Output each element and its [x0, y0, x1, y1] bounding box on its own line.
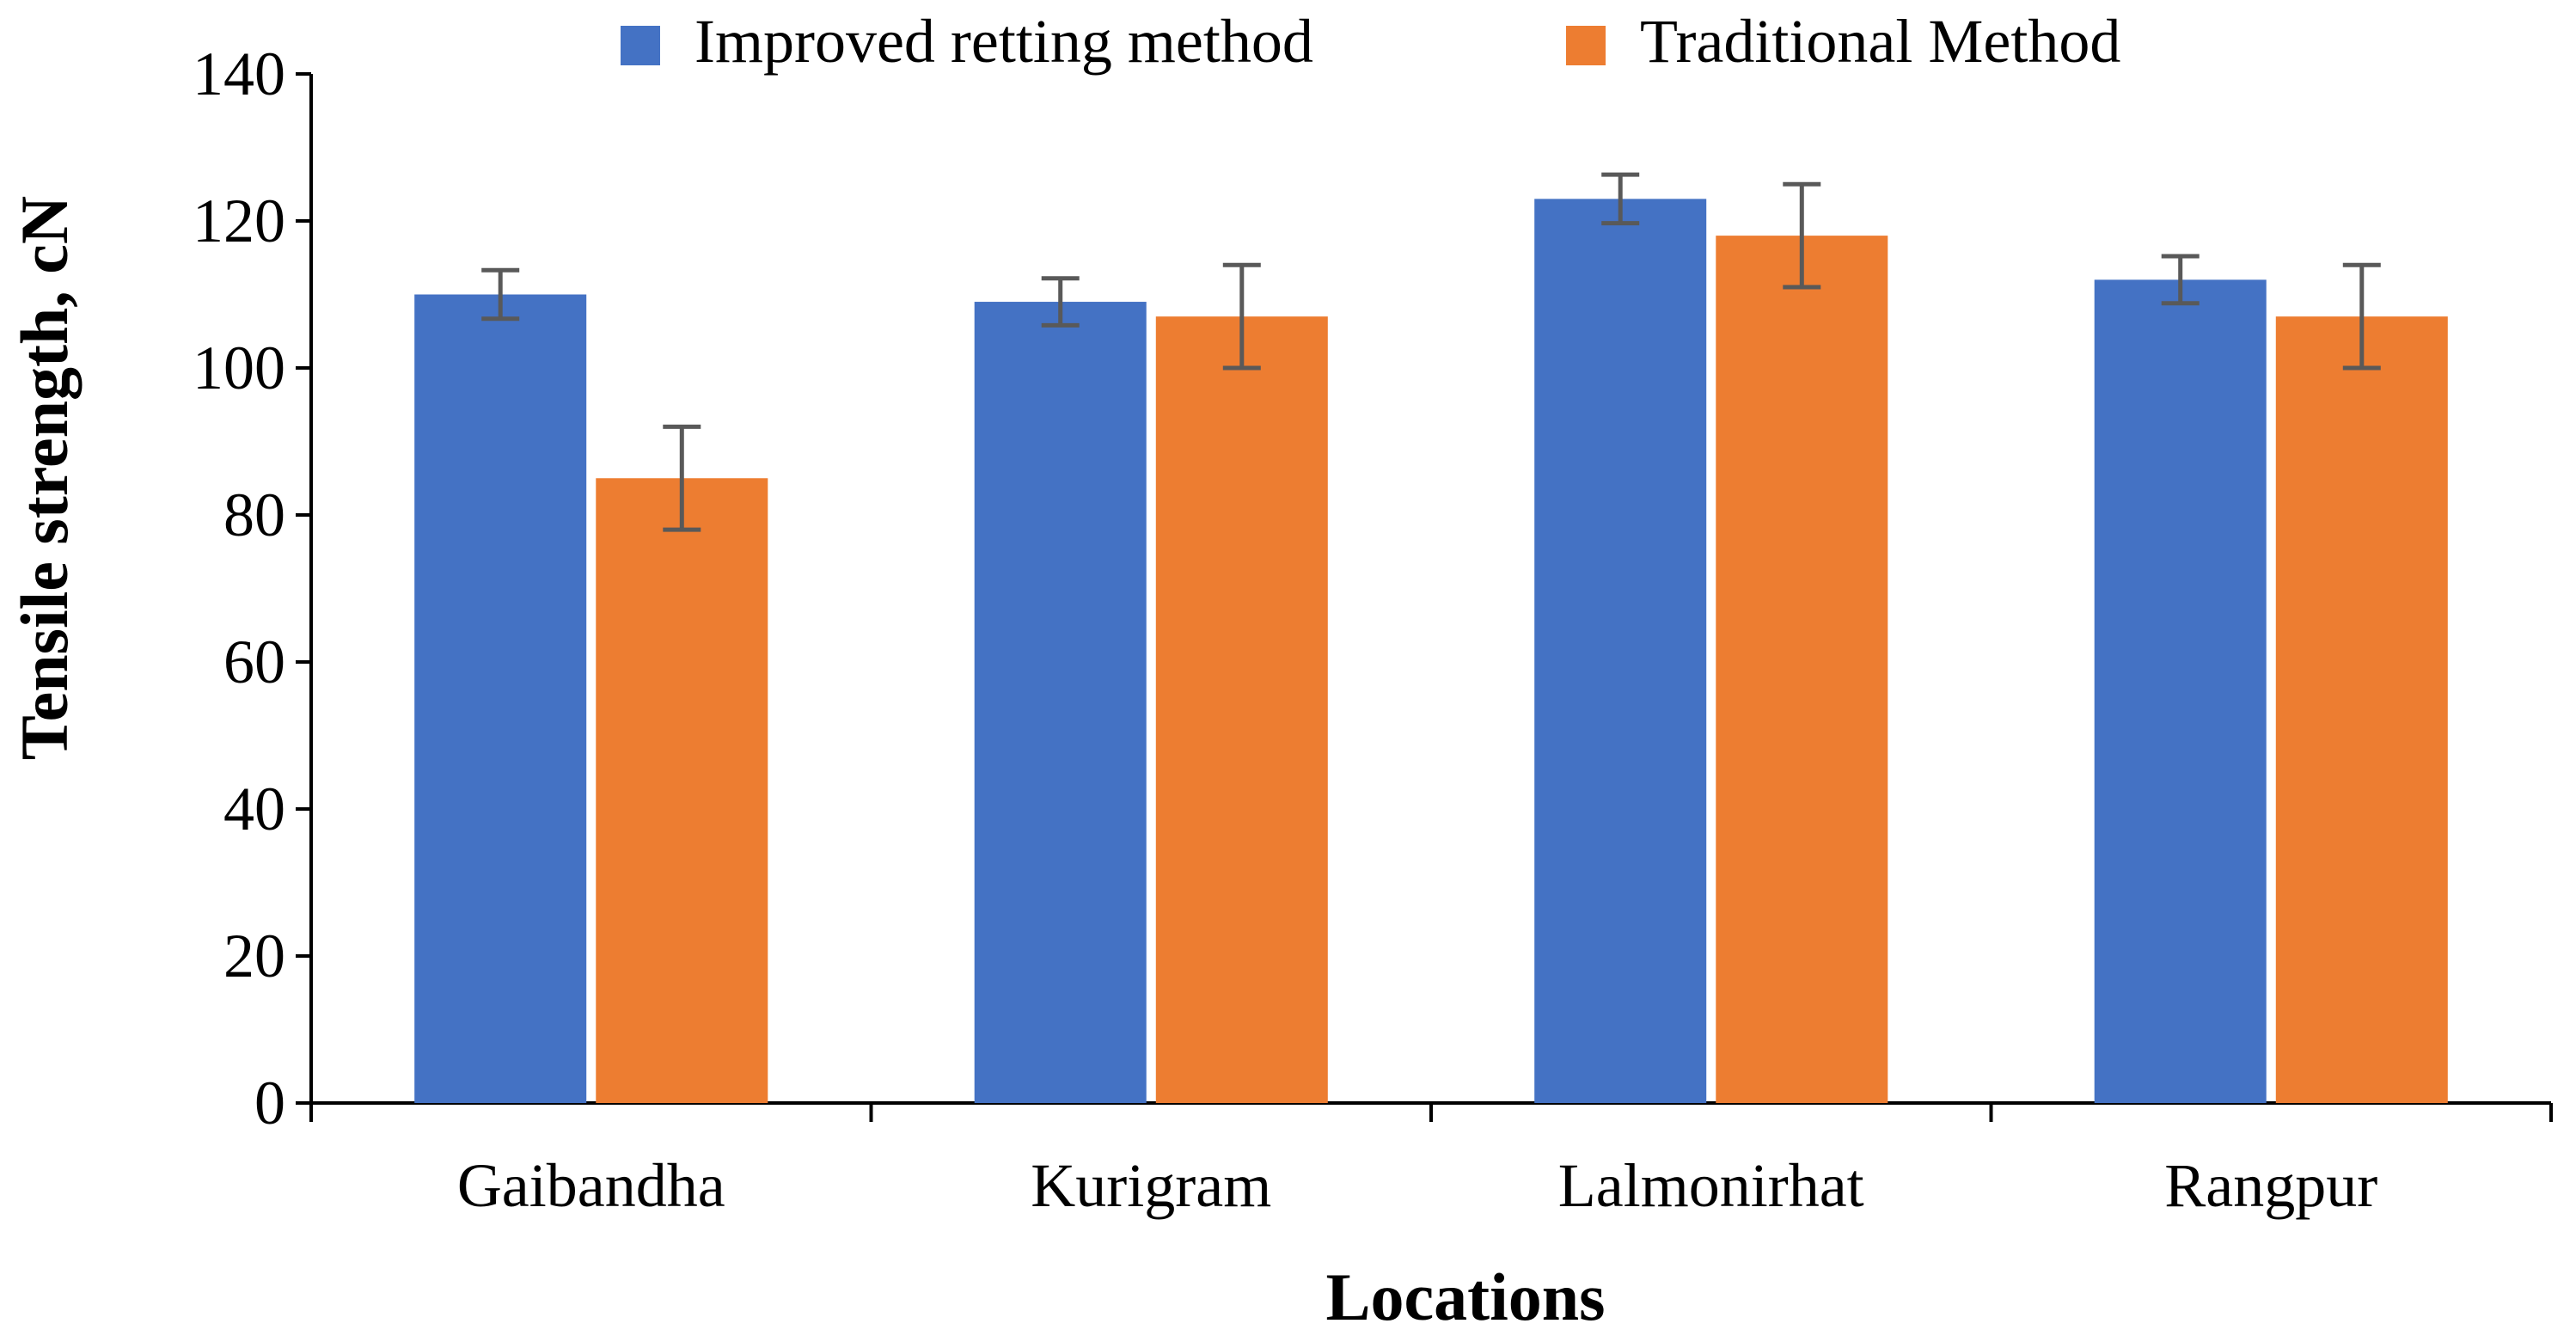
x-tick-label: Kurigram [1031, 1151, 1271, 1220]
y-tick-label: 40 [223, 775, 285, 843]
y-tick-label: 0 [254, 1069, 285, 1137]
bar-improved-gaibandha [414, 294, 587, 1103]
x-tick-label: Lalmonirhat [1558, 1151, 1864, 1220]
y-tick-label: 80 [223, 481, 285, 549]
x-axis-title: Locations [1325, 1259, 1605, 1334]
y-axis-title: Tensile strength, cN [7, 196, 82, 761]
bar-traditional-kurigram [1155, 316, 1328, 1103]
bar-traditional-rangpur [2275, 316, 2448, 1103]
y-axis: 0 20 40 60 80 100 120 140 [193, 40, 313, 1137]
y-tick-label: 100 [193, 334, 285, 402]
x-axis: Gaibandha Kurigram Lalmonirhat Rangpur [309, 1101, 2553, 1220]
error-bars-group [481, 172, 2381, 532]
y-tick-label: 20 [223, 922, 285, 990]
y-tick-label: 60 [223, 628, 285, 696]
bar-improved-lalmonirhat [1534, 199, 1707, 1104]
x-tick-label: Gaibandha [457, 1151, 725, 1220]
legend-label: Traditional Method [1640, 7, 2120, 76]
bar-improved-kurigram [974, 302, 1147, 1103]
x-tick-label: Rangpur [2164, 1151, 2377, 1220]
y-tick-label: 140 [193, 40, 285, 108]
bar-traditional-lalmonirhat [1716, 236, 1888, 1104]
y-tick-label: 120 [193, 187, 285, 255]
legend: Improved retting method Traditional Metho… [621, 7, 2120, 76]
legend-swatch [1566, 26, 1606, 65]
legend-label: Improved retting method [694, 7, 1313, 76]
bar-traditional-gaibandha [596, 478, 768, 1103]
bar-improved-rangpur [2094, 279, 2267, 1103]
legend-swatch [621, 26, 660, 65]
bars-group [414, 199, 2448, 1104]
